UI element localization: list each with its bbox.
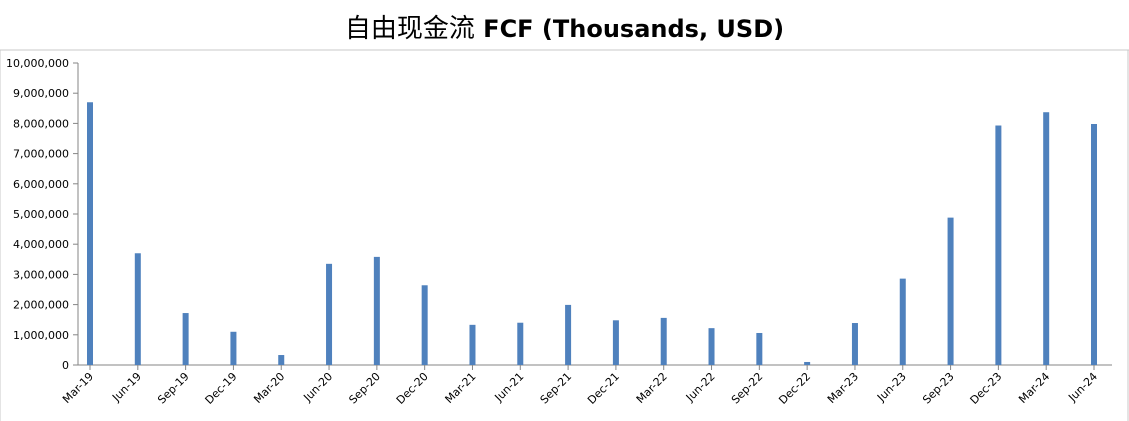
- bar: [134, 253, 141, 365]
- y-tick-label: 3,000,000: [13, 268, 69, 281]
- bar: [1091, 124, 1097, 365]
- bar: [517, 322, 524, 365]
- bar: [708, 328, 715, 365]
- x-tick-label: Sep-22: [729, 370, 766, 407]
- y-tick-label: 4,000,000: [13, 238, 69, 251]
- x-tick-label: Sep-23: [920, 370, 957, 407]
- x-tick-label: Sep-21: [538, 370, 575, 407]
- x-tick-label: Mar-21: [443, 370, 479, 406]
- y-tick-label: 9,000,000: [13, 87, 69, 100]
- y-tick-label: 10,000,000: [6, 57, 69, 70]
- x-tick-label: Dec-21: [585, 370, 622, 407]
- chart-title: 自由现金流 FCF (Thousands, USD): [0, 8, 1129, 45]
- y-tick-label: 7,000,000: [13, 148, 69, 161]
- y-tick-label: 5,000,000: [13, 208, 69, 221]
- x-tick-label: Mar-23: [825, 370, 861, 406]
- x-tick-label: Dec-23: [968, 370, 1005, 407]
- bar: [947, 217, 954, 365]
- x-tick-label: Jun-21: [492, 370, 527, 405]
- bar: [326, 263, 333, 365]
- y-tick-label: 0: [62, 359, 69, 372]
- bar: [421, 285, 428, 365]
- x-tick-label: Jun-24: [1065, 370, 1100, 405]
- x-tick-label: Mar-24: [1016, 370, 1052, 406]
- x-tick-label: Sep-19: [155, 370, 192, 407]
- y-tick-label: 2,000,000: [13, 299, 69, 312]
- bar: [899, 278, 906, 365]
- bar: [851, 323, 858, 365]
- x-tick-label: Mar-20: [251, 370, 287, 406]
- chart-title-cn: 自由现金流: [344, 14, 475, 44]
- x-tick-label: Jun-23: [874, 370, 909, 405]
- x-tick-label: Dec-22: [776, 370, 813, 407]
- bar: [278, 355, 285, 365]
- bar: [1043, 112, 1050, 365]
- bar: [565, 304, 572, 365]
- bar: [182, 313, 189, 365]
- bar: [660, 317, 667, 365]
- x-tick-label: Dec-20: [394, 370, 431, 407]
- x-tick-label: Sep-20: [346, 370, 383, 407]
- bar: [995, 125, 1002, 365]
- bar: [756, 332, 763, 365]
- bar: [230, 331, 237, 365]
- bar: [612, 320, 619, 365]
- y-tick-label: 8,000,000: [13, 117, 69, 130]
- bar: [804, 361, 811, 365]
- bar: [87, 102, 93, 365]
- y-tick-label: 1,000,000: [13, 329, 69, 342]
- bar: [469, 324, 476, 365]
- x-tick-label: Mar-19: [60, 370, 96, 406]
- x-tick-label: Dec-19: [203, 370, 240, 407]
- x-tick-label: Mar-22: [634, 370, 670, 406]
- x-tick-label: Jun-19: [109, 370, 144, 405]
- chart-title-en: FCF (Thousands, USD): [483, 15, 785, 43]
- x-tick-label: Jun-20: [300, 370, 335, 405]
- y-tick-label: 6,000,000: [13, 178, 69, 191]
- x-tick-label: Jun-22: [683, 370, 718, 405]
- bar: [373, 256, 380, 365]
